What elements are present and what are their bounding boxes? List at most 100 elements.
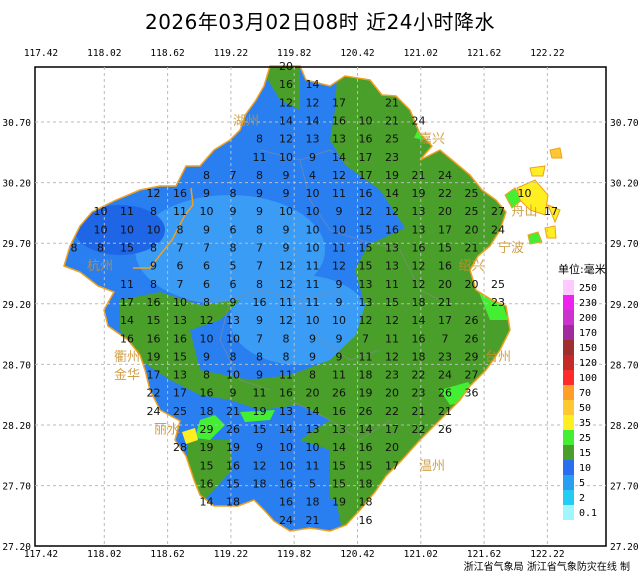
rain-value: 19: [200, 441, 214, 454]
legend-label: 70: [579, 388, 591, 399]
rain-value: 10: [279, 459, 293, 472]
legend-swatch: [563, 475, 574, 490]
rain-value: 25: [385, 133, 399, 146]
rain-value: 10: [306, 187, 320, 200]
rain-value: 13: [332, 423, 346, 436]
rain-value: 11: [120, 205, 134, 218]
rain-value: 9: [336, 332, 343, 345]
rain-value: 9: [336, 296, 343, 309]
legend-label: 230: [579, 298, 597, 309]
rain-value: 11: [332, 187, 346, 200]
rain-value: 8: [203, 169, 210, 182]
rain-value: 23: [491, 296, 505, 309]
rain-value: 7: [256, 260, 263, 273]
legend-swatch: [563, 295, 574, 310]
rain-value: 26: [465, 332, 479, 345]
rain-value: 10: [147, 223, 161, 236]
map-frame: [34, 66, 607, 547]
zhoushan-islands: [504, 147, 563, 245]
rain-value: 10: [332, 223, 346, 236]
rain-value: 13: [332, 133, 346, 146]
rain-value: 16: [147, 332, 161, 345]
lon-tick-bottom: 117.42: [24, 549, 58, 560]
rain-value: 8: [230, 242, 237, 255]
rain-value: 8: [230, 350, 237, 363]
rain-value: 8: [150, 205, 157, 218]
legend-swatch: [563, 385, 574, 400]
rain-value: 9: [336, 205, 343, 218]
legend-unit: 单位:毫米: [558, 262, 606, 276]
rain-value: 9: [230, 205, 237, 218]
legend-label: 100: [579, 373, 597, 384]
rain-value: 9: [256, 314, 263, 327]
lat-tick-right: 28.20: [610, 421, 639, 432]
rain-value: 20: [385, 441, 399, 454]
rain-value: 14: [200, 496, 214, 509]
rain-value: 21: [385, 96, 399, 109]
rain-value: 10: [200, 205, 214, 218]
rain-value: 9: [256, 187, 263, 200]
city-label: 丽水: [154, 423, 180, 438]
rain-value: 9: [283, 169, 290, 182]
lat-tick-right: 29.20: [610, 300, 639, 311]
rain-value: 14: [412, 314, 426, 327]
rain-value: 9: [150, 260, 157, 273]
legend-label: 0.1: [579, 508, 597, 519]
rain-value: 16: [200, 477, 214, 490]
rain-value: 18: [359, 477, 373, 490]
rain-value: 10: [279, 441, 293, 454]
rain-value: 15: [173, 350, 187, 363]
rain-value: 5: [230, 260, 237, 273]
rain-value: 25: [465, 187, 479, 200]
legend-swatch: [563, 370, 574, 385]
rain-value: 14: [279, 423, 293, 436]
rain-value: 7: [442, 332, 449, 345]
lat-tick-left: 29.20: [2, 300, 31, 311]
rain-value: 7: [177, 242, 184, 255]
legend-swatch: [563, 505, 574, 520]
rain-value: 4: [309, 169, 316, 182]
rain-value: 6: [230, 223, 237, 236]
rain-value: 24: [438, 169, 452, 182]
rain-value: 18: [226, 496, 240, 509]
rain-value: 8: [309, 369, 316, 382]
rain-value: 16: [279, 387, 293, 400]
rain-value: 16: [412, 242, 426, 255]
city-label: 宁波: [498, 240, 524, 256]
city-label: 温州: [419, 459, 445, 474]
legend-label: 170: [579, 328, 597, 339]
lon-tick-bottom: 120.42: [340, 549, 374, 560]
rain-value: 8: [203, 296, 210, 309]
city-label: 杭州: [87, 259, 113, 274]
rain-value: 20: [385, 387, 399, 400]
rain-value: 15: [226, 477, 240, 490]
rain-value: 27: [491, 205, 505, 218]
rain-value: 12: [359, 314, 373, 327]
rain-value: 11: [279, 296, 293, 309]
rain-value: 14: [332, 441, 346, 454]
rain-value: 14: [306, 405, 320, 418]
rain-value: 19: [226, 441, 240, 454]
rain-value: 9: [283, 242, 290, 255]
rain-value: 22: [385, 405, 399, 418]
rain-value: 13: [412, 223, 426, 236]
rain-value: 18: [306, 496, 320, 509]
rain-value: 17: [544, 205, 558, 218]
rain-value: 20: [306, 387, 320, 400]
rain-value: 13: [359, 296, 373, 309]
rain-value: 7: [256, 332, 263, 345]
rain-value: 21: [385, 114, 399, 127]
rain-value: 14: [332, 151, 346, 164]
rain-value: 15: [120, 242, 134, 255]
rain-value: 11: [279, 369, 293, 382]
rain-value: 12: [385, 314, 399, 327]
rain-value: 17: [438, 223, 452, 236]
rain-values: 20 16 14 12 12 17 21 14 14 16 10 21 24 8 12 13 13 16 25 11 1…: [71, 60, 559, 527]
rain-value: 21: [465, 242, 479, 255]
rain-value: 8: [283, 332, 290, 345]
city-label: 金华: [114, 367, 140, 383]
rain-value: 13: [385, 242, 399, 255]
city-label: 嘉兴: [419, 132, 445, 147]
city-label: 湖州: [233, 114, 259, 129]
